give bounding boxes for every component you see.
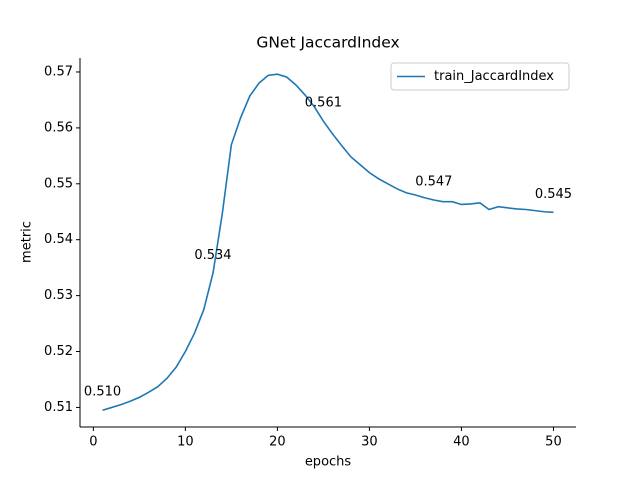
data-label: 0.545 <box>535 187 572 202</box>
y-tick-label: 0.57 <box>44 64 73 79</box>
y-tick-label: 0.51 <box>44 400 73 415</box>
x-tick-label: 40 <box>453 435 470 450</box>
x-tick-label: 30 <box>361 435 378 450</box>
x-tick-label: 20 <box>269 435 286 450</box>
data-label: 0.510 <box>84 385 121 400</box>
y-tick-label: 0.52 <box>44 344 73 359</box>
legend-box <box>390 62 570 91</box>
y-tick-label: 0.53 <box>44 288 73 303</box>
line <box>102 73 554 411</box>
y-axis-label: metric <box>20 221 35 263</box>
legend-label: train_JaccardIndex <box>434 69 554 84</box>
chart-title: GNet JaccardIndex <box>256 34 399 52</box>
x-tick-label: 0 <box>89 435 97 450</box>
data-label: 0.561 <box>305 96 342 111</box>
data-label: 0.547 <box>415 175 452 190</box>
x-tick-label: 50 <box>545 435 562 450</box>
x-axis-label: epochs <box>305 455 352 470</box>
data-label: 0.534 <box>194 248 231 263</box>
y-tick-label: 0.54 <box>44 232 73 247</box>
y-tick-label: 0.56 <box>44 120 73 135</box>
y-tick-label: 0.55 <box>44 176 73 191</box>
x-tick-label: 10 <box>177 435 194 450</box>
